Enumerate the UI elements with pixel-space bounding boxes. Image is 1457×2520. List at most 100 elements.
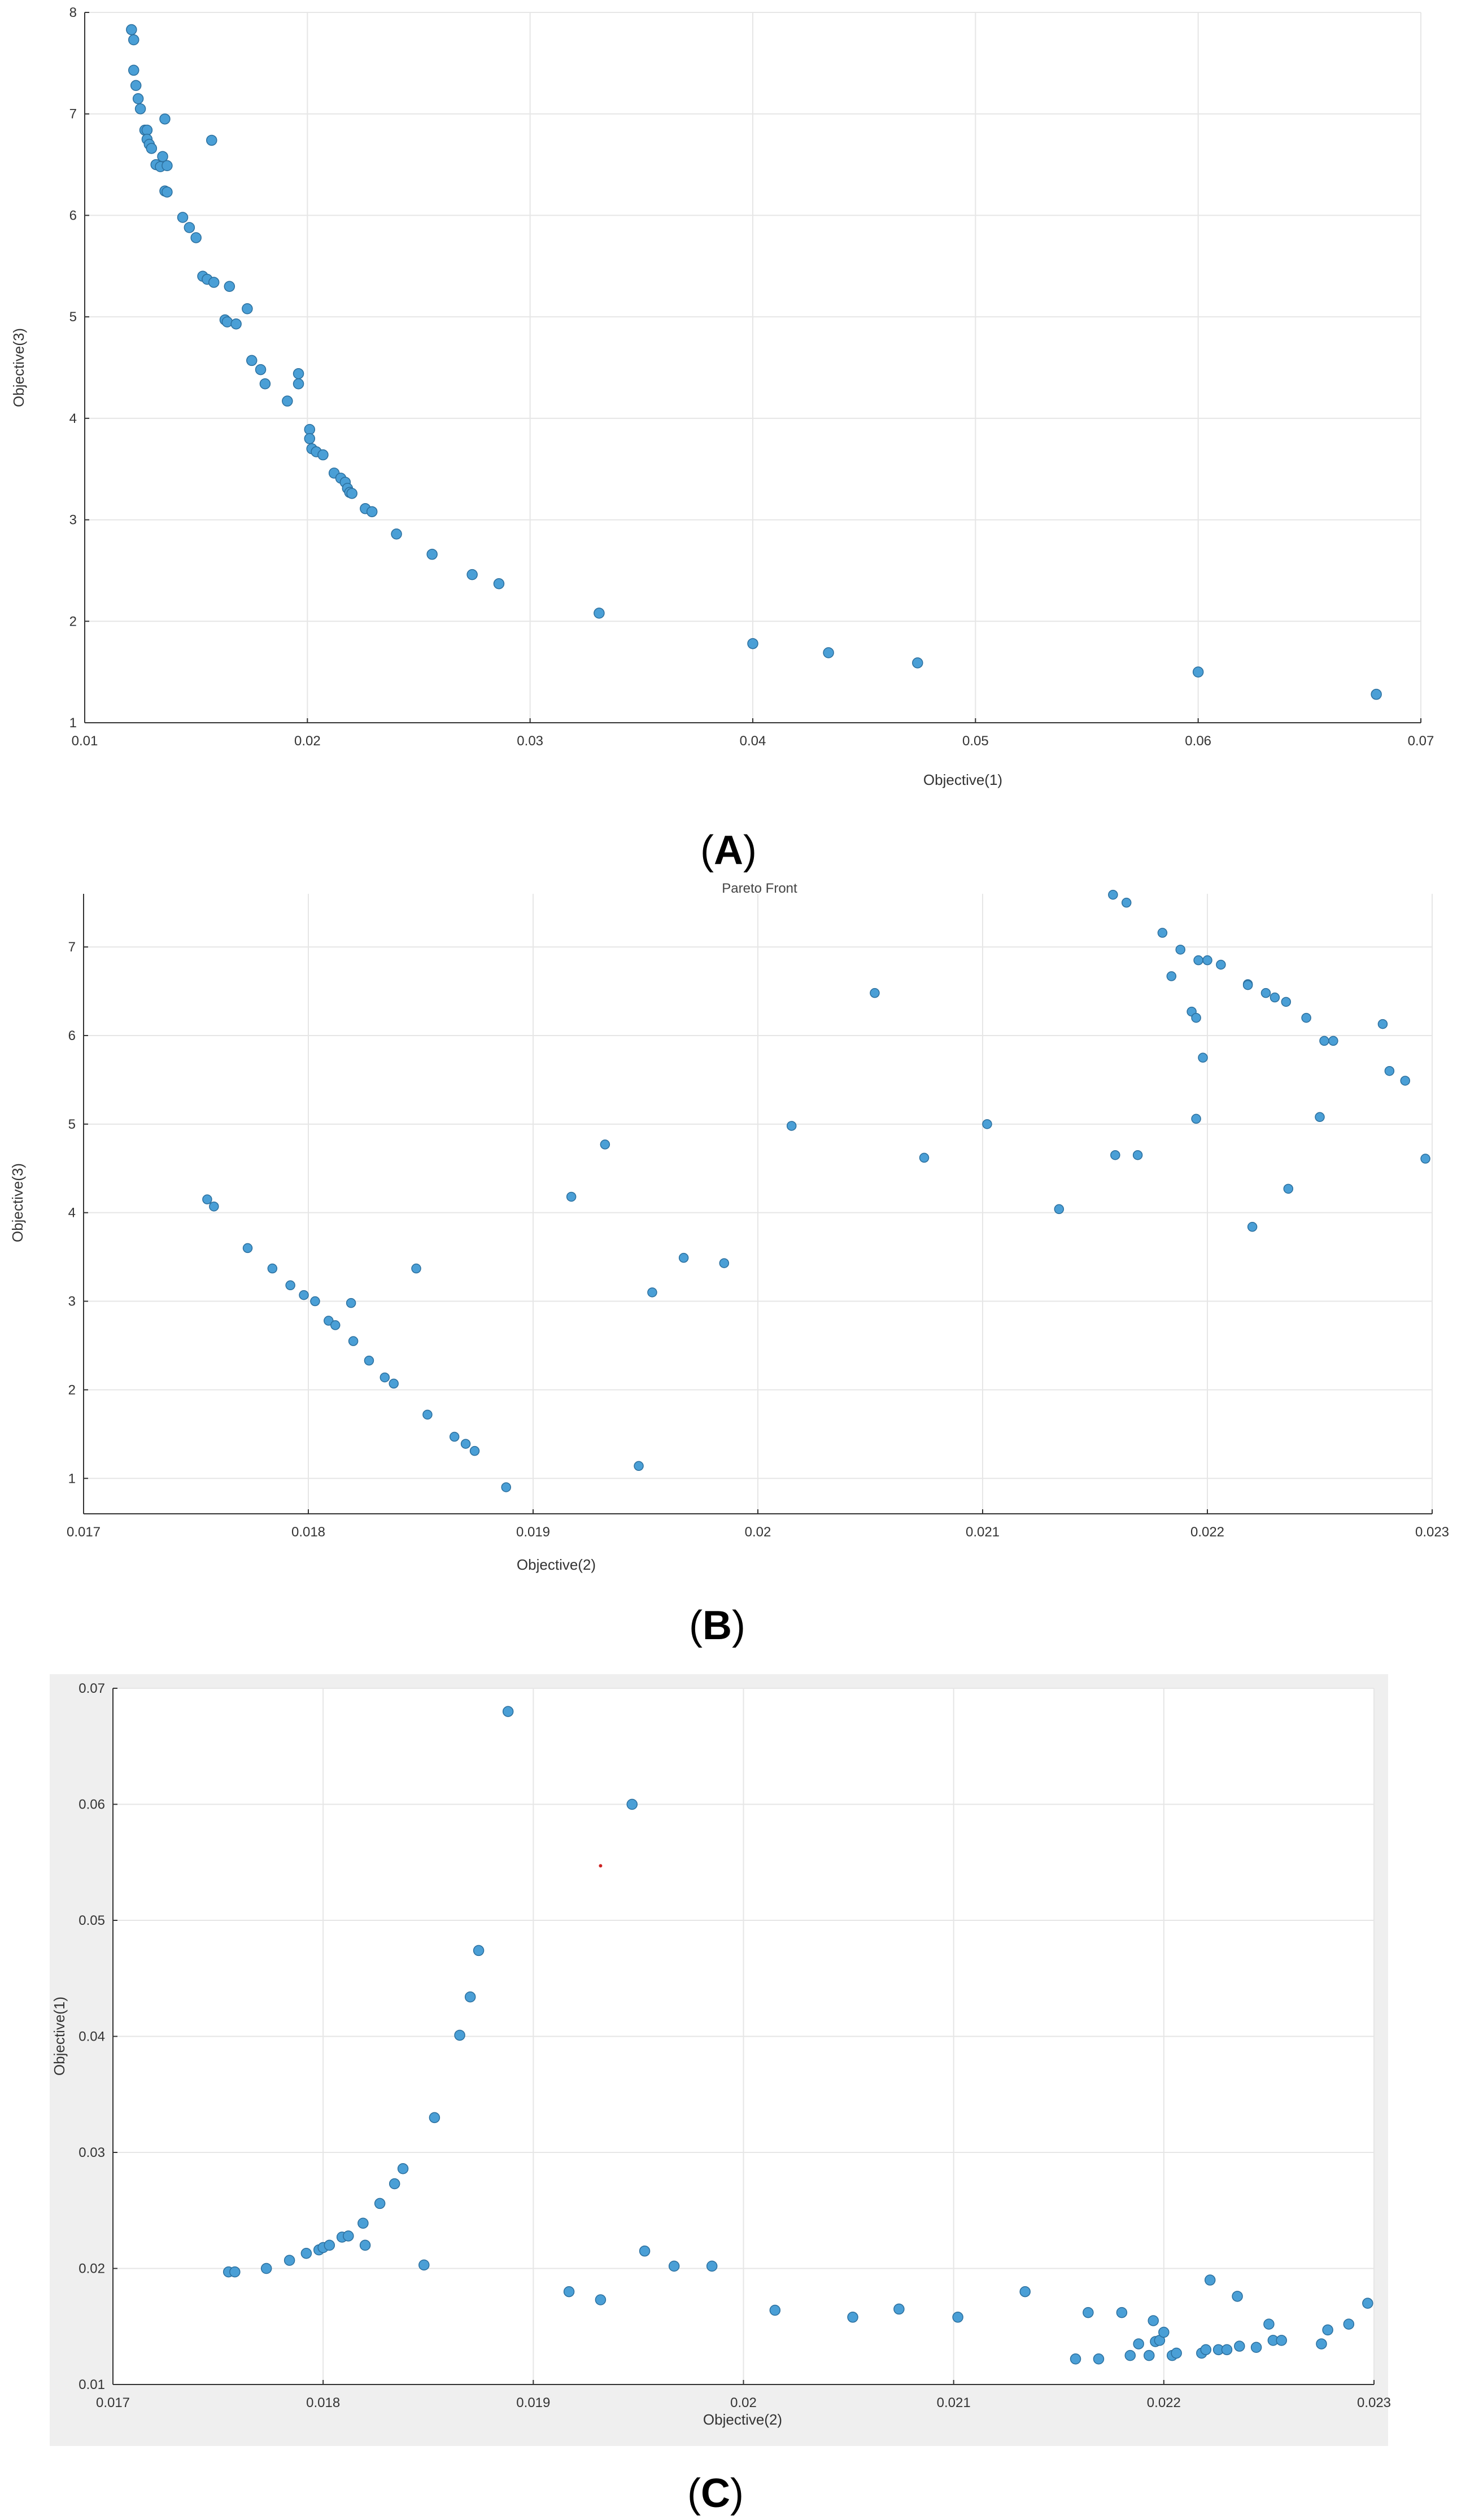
data-point bbox=[299, 1290, 309, 1300]
data-point bbox=[242, 1243, 253, 1254]
data-point bbox=[157, 151, 168, 162]
data-point bbox=[348, 1336, 359, 1346]
data-point bbox=[267, 1263, 278, 1274]
data-point bbox=[1362, 2298, 1373, 2309]
data-point bbox=[221, 316, 233, 327]
y-tick-label: 7 bbox=[69, 107, 77, 122]
data-point bbox=[364, 1355, 374, 1366]
data-point bbox=[469, 1445, 480, 1456]
data-point bbox=[823, 647, 834, 658]
ticks-a: 0.01 0.02 0.03 0.04 0.05 0.06 0.07 1 2 3 4 5 6 7 8 bbox=[69, 5, 1434, 749]
points-a bbox=[126, 24, 1382, 700]
data-point bbox=[1171, 2347, 1182, 2359]
x-tick-label: 0.02 bbox=[730, 2395, 757, 2410]
data-point bbox=[449, 1431, 460, 1442]
data-point bbox=[647, 1287, 657, 1298]
data-point bbox=[310, 1296, 320, 1307]
data-point bbox=[330, 1320, 341, 1330]
data-point bbox=[1400, 1076, 1410, 1086]
y-tick-label: 3 bbox=[69, 513, 77, 528]
data-point bbox=[919, 1152, 930, 1163]
data-point bbox=[357, 2217, 369, 2229]
caption-c: (C) bbox=[687, 2471, 744, 2516]
data-point bbox=[1221, 2344, 1233, 2356]
caption-c-letter: C bbox=[701, 2471, 730, 2516]
data-point bbox=[1070, 2353, 1081, 2365]
panel-c-chart: 0.017 0.018 0.019 0.02 0.021 0.022 0.023 0.01 0.… bbox=[50, 1674, 1391, 2446]
data-point bbox=[1377, 1019, 1388, 1029]
y-tick-label: 2 bbox=[68, 1382, 76, 1397]
caption-a-close: ) bbox=[743, 828, 757, 873]
data-point bbox=[229, 2266, 241, 2278]
x-axis-label-c: Objective(2) bbox=[703, 2411, 782, 2428]
y-tick-label: 5 bbox=[69, 309, 77, 325]
grid-c bbox=[113, 1688, 1375, 2384]
y-tick-label: 3 bbox=[68, 1294, 76, 1309]
ticks-b: 0.017 0.018 0.019 0.02 0.021 0.022 0.023 1 2 3 4 5 6… bbox=[67, 940, 1449, 1540]
data-point bbox=[132, 93, 144, 104]
data-point bbox=[1116, 2307, 1128, 2318]
x-tick-label: 0.03 bbox=[517, 733, 543, 749]
y-tick-label: 0.07 bbox=[78, 1681, 105, 1696]
data-point bbox=[1283, 1183, 1294, 1194]
data-point bbox=[1200, 2344, 1212, 2356]
data-point bbox=[952, 2312, 963, 2323]
data-point bbox=[1343, 2318, 1355, 2330]
data-point bbox=[293, 378, 304, 390]
data-point bbox=[1247, 1222, 1258, 1232]
x-tick-label: 0.017 bbox=[67, 1525, 101, 1540]
data-point bbox=[146, 143, 158, 154]
data-point bbox=[1384, 1065, 1395, 1076]
data-point bbox=[1232, 2291, 1243, 2302]
data-point bbox=[230, 318, 242, 330]
data-point bbox=[1328, 1036, 1338, 1046]
data-point bbox=[1191, 1113, 1201, 1124]
y-tick-label: 5 bbox=[68, 1117, 76, 1132]
data-point bbox=[1133, 2338, 1144, 2349]
caption-b-letter: B bbox=[703, 1603, 732, 1648]
data-point bbox=[466, 569, 478, 580]
data-point bbox=[359, 2239, 371, 2251]
data-point bbox=[1315, 1112, 1325, 1123]
x-tick-label: 0.01 bbox=[72, 733, 98, 749]
data-point bbox=[600, 1139, 610, 1150]
data-point bbox=[422, 1409, 433, 1420]
data-point bbox=[1250, 2342, 1262, 2353]
data-point bbox=[1121, 897, 1132, 908]
y-tick-label: 2 bbox=[69, 614, 77, 629]
data-point bbox=[1270, 992, 1280, 1003]
data-point bbox=[128, 64, 139, 76]
data-point bbox=[1319, 1036, 1329, 1046]
data-point bbox=[208, 277, 220, 288]
data-point bbox=[374, 2198, 386, 2209]
data-point bbox=[1054, 1204, 1065, 1215]
data-point bbox=[595, 2294, 607, 2305]
y-tick-label: 0.05 bbox=[78, 1913, 105, 1928]
data-point bbox=[847, 2312, 858, 2323]
data-point bbox=[184, 222, 195, 233]
data-point bbox=[1175, 945, 1185, 955]
data-point bbox=[1191, 1012, 1201, 1023]
data-point bbox=[501, 1482, 511, 1492]
y-tick-label: 6 bbox=[68, 1028, 76, 1043]
data-point bbox=[454, 2029, 465, 2041]
y-tick-label: 4 bbox=[69, 411, 77, 426]
x-tick-label: 0.017 bbox=[96, 2395, 130, 2410]
data-point bbox=[1216, 959, 1226, 970]
data-point bbox=[224, 281, 235, 292]
data-point bbox=[260, 2263, 272, 2274]
data-point bbox=[719, 1258, 730, 1268]
y-tick-label: 7 bbox=[68, 940, 76, 955]
data-point bbox=[563, 2286, 575, 2298]
x-tick-label: 0.019 bbox=[516, 1525, 550, 1540]
data-point bbox=[668, 2260, 680, 2272]
y-axis-label-c: Objective(1) bbox=[51, 1997, 68, 2076]
data-point bbox=[747, 638, 758, 649]
data-point bbox=[493, 578, 505, 589]
data-point bbox=[418, 2259, 430, 2271]
data-point bbox=[566, 1191, 577, 1202]
y-tick-label: 6 bbox=[69, 208, 77, 223]
data-point bbox=[300, 2248, 312, 2259]
data-point bbox=[706, 2260, 718, 2272]
